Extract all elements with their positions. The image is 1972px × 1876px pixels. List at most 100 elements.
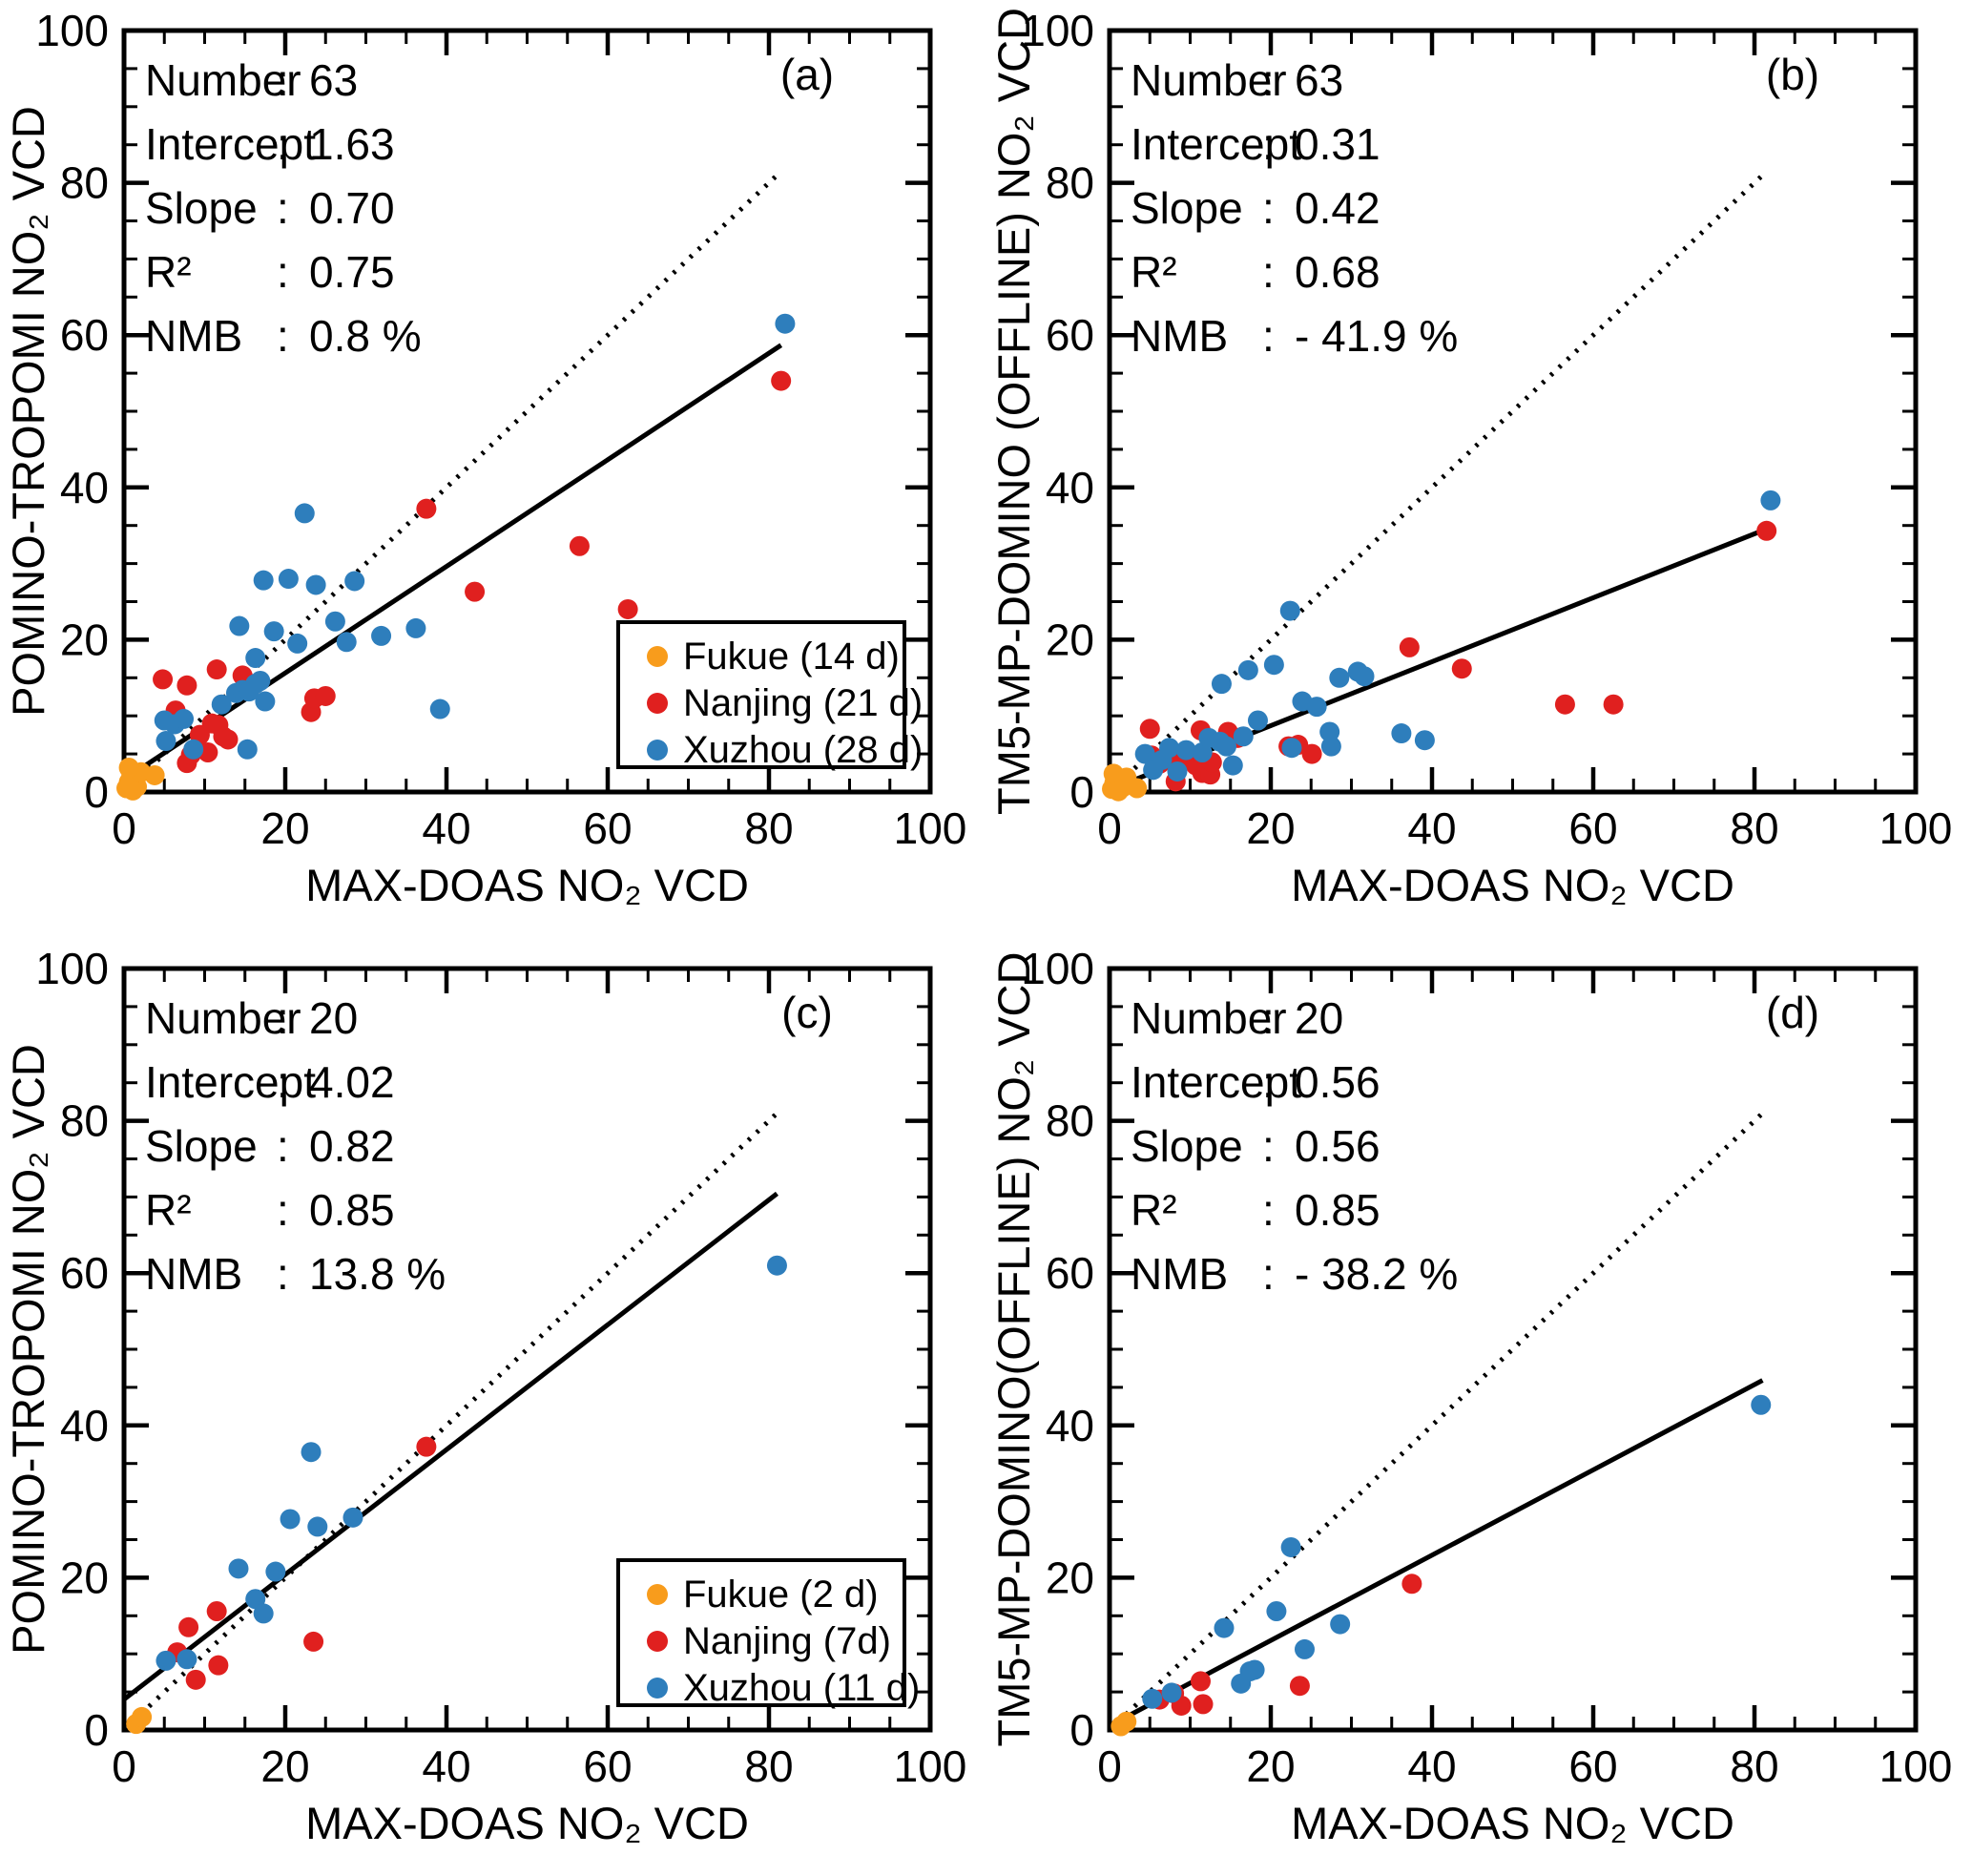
x-tick-label: 40 <box>1407 803 1456 853</box>
regression-line <box>1108 1378 1764 1728</box>
data-point-xuzhou <box>156 731 176 752</box>
data-point-xuzhou <box>1216 736 1237 757</box>
legend-box <box>616 620 906 769</box>
data-point-xuzhou <box>1306 697 1327 718</box>
identity-line <box>122 1111 779 1732</box>
x-tick-label: 40 <box>422 803 470 853</box>
data-point-xuzhou <box>245 648 266 669</box>
stat-colon: : <box>1262 183 1275 233</box>
y-tick-label: 40 <box>60 463 109 512</box>
y-tick-label: 100 <box>1021 944 1094 993</box>
legend-label-nanjing: Nanjing (21 d) <box>683 682 923 724</box>
y-axis-label: TM5-MP-DOMINO (OFFLINE) NO₂ VCD <box>988 8 1039 815</box>
data-point-xuzhou <box>1214 1617 1235 1638</box>
data-point-nanjing <box>1193 1694 1214 1715</box>
stat-colon: : <box>277 183 289 233</box>
stat-value: 0.56 <box>1295 1057 1380 1107</box>
data-point-xuzhou <box>336 632 357 653</box>
regression-line <box>122 343 783 782</box>
data-point-xuzhou <box>1330 1614 1351 1635</box>
data-point-xuzhou <box>371 625 392 646</box>
data-point-xuzhou <box>1237 659 1258 680</box>
stat-colon: : <box>277 1185 289 1235</box>
y-tick-label: 60 <box>60 1248 109 1298</box>
y-tick-label: 100 <box>1021 6 1094 55</box>
stat-colon: : <box>1262 55 1275 105</box>
y-tick-label: 20 <box>60 615 109 664</box>
data-point-nanjing <box>1451 658 1472 679</box>
data-point-nanjing <box>569 535 590 556</box>
data-point-xuzhou <box>1391 723 1412 744</box>
stat-value: 63 <box>309 55 358 105</box>
y-tick-label: 20 <box>1046 615 1094 664</box>
x-tick-label: 80 <box>744 1741 793 1791</box>
data-point-xuzhou <box>1222 755 1243 776</box>
data-point-xuzhou <box>324 611 345 632</box>
data-point-nanjing <box>208 1655 229 1676</box>
stat-value: 20 <box>1295 993 1343 1043</box>
y-tick-label: 100 <box>35 944 109 993</box>
series-nanjing <box>1149 1574 1422 1716</box>
stat-label: R² <box>1131 1185 1177 1235</box>
data-point-xuzhou <box>1760 490 1781 511</box>
x-tick-label: 100 <box>1879 1741 1953 1791</box>
data-point-fukue <box>1103 763 1124 784</box>
data-point-xuzhou <box>278 569 299 590</box>
data-point-xuzhou <box>237 739 258 760</box>
data-point-nanjing <box>153 669 174 690</box>
data-point-xuzhou <box>287 633 308 654</box>
data-point-nanjing <box>1301 743 1322 764</box>
stat-label: NMB <box>145 311 242 361</box>
data-point-xuzhou <box>263 621 284 642</box>
panel-letter: (c) <box>781 988 833 1037</box>
stat-colon: : <box>277 247 289 297</box>
stat-value: 63 <box>1295 55 1343 105</box>
x-tick-label: 80 <box>744 803 793 853</box>
data-point-nanjing <box>176 675 197 696</box>
y-tick-label: 80 <box>1046 158 1094 208</box>
x-tick-label: 80 <box>1730 803 1778 853</box>
stat-value: 0.70 <box>309 183 395 233</box>
x-tick-label: 0 <box>112 1741 136 1791</box>
series-xuzhou <box>154 313 796 760</box>
data-point-xuzhou <box>1266 1601 1287 1622</box>
data-point-xuzhou <box>766 1255 787 1276</box>
data-point-xuzhou <box>1751 1394 1772 1415</box>
data-point-nanjing <box>178 1616 199 1637</box>
series-fukue <box>1111 1711 1137 1737</box>
legend-box <box>616 1558 906 1707</box>
data-point-fukue <box>132 1706 153 1727</box>
x-tick-label: 60 <box>583 1741 632 1791</box>
stat-value: - 38.2 % <box>1295 1249 1458 1299</box>
x-tick-label: 80 <box>1730 1741 1778 1791</box>
y-tick-label: 40 <box>60 1401 109 1450</box>
stat-colon: : <box>277 1121 289 1171</box>
data-point-nanjing <box>218 729 239 750</box>
stat-colon: : <box>277 993 289 1043</box>
x-tick-label: 60 <box>1568 803 1617 853</box>
data-point-xuzhou <box>301 1442 322 1463</box>
data-point-nanjing <box>1399 636 1420 657</box>
identity-line <box>1108 169 1769 794</box>
identity-line <box>1108 1111 1765 1732</box>
series-xuzhou <box>1134 490 1781 782</box>
x-tick-label: 20 <box>1246 803 1295 853</box>
y-tick-label: 80 <box>60 1096 109 1146</box>
data-point-nanjing <box>206 1601 227 1622</box>
data-point-xuzhou <box>1161 1682 1182 1703</box>
stat-label: NMB <box>1131 1249 1228 1299</box>
x-axis-label: MAX-DOAS NO₂ VCD <box>1291 1798 1734 1848</box>
legend-marker-fukue <box>647 646 668 667</box>
x-tick-label: 20 <box>1246 1741 1295 1791</box>
axis-box <box>121 966 933 1733</box>
stat-value: 0.31 <box>1295 119 1380 169</box>
regression-line <box>122 1191 778 1701</box>
data-point-xuzhou <box>1159 738 1180 759</box>
stat-label: Slope <box>145 1121 258 1171</box>
data-point-xuzhou <box>1329 667 1350 688</box>
data-point-nanjing <box>1190 1671 1211 1692</box>
